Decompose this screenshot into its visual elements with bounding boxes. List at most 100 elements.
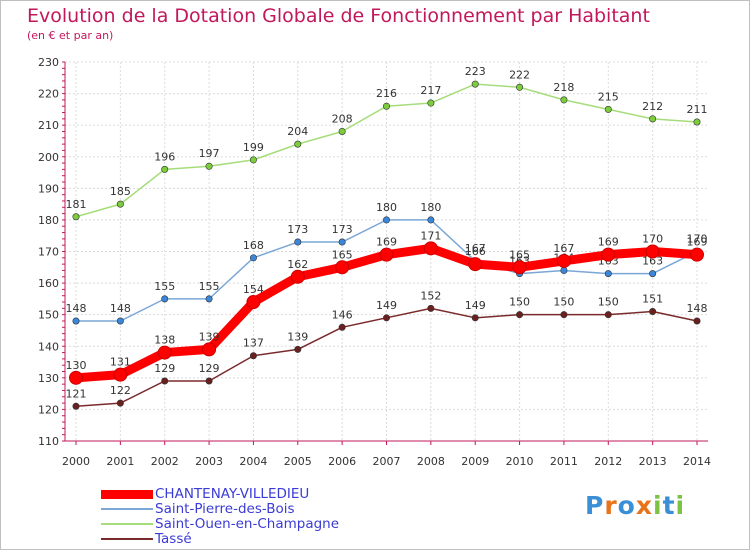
- data-point: [556, 253, 571, 268]
- series-2: 181 185 196 197 199 204 208 216 217 223 222 218 215 2…: [66, 65, 708, 221]
- data-point: [382, 314, 390, 322]
- data-label: 217: [420, 84, 441, 97]
- data-label: 216: [376, 87, 397, 100]
- data-label: 152: [420, 289, 441, 302]
- data-point: [157, 345, 172, 360]
- y-tick-label: 230: [38, 56, 59, 69]
- legend-label: Saint-Pierre-des-Bois: [155, 501, 295, 517]
- data-label: 173: [332, 223, 353, 236]
- data-label: 165: [332, 248, 353, 261]
- data-label: 166: [465, 245, 486, 258]
- x-tick-label: 2013: [639, 455, 667, 468]
- y-tick-label: 180: [38, 214, 59, 227]
- data-label: 215: [598, 90, 619, 103]
- data-point: [161, 377, 169, 385]
- data-point: [72, 317, 80, 325]
- y-tick-label: 110: [38, 435, 59, 448]
- data-point: [338, 238, 346, 246]
- data-label: 185: [110, 185, 131, 198]
- data-label: 130: [66, 359, 87, 372]
- data-label: 131: [110, 356, 131, 369]
- data-point: [205, 162, 213, 170]
- data-point: [290, 269, 305, 284]
- y-tick-label: 140: [38, 340, 59, 353]
- legend-swatch: [101, 508, 153, 510]
- legend-swatch: [101, 489, 153, 499]
- data-point: [471, 80, 479, 88]
- x-tick-label: 2001: [106, 455, 134, 468]
- data-point: [427, 216, 435, 224]
- data-point: [604, 105, 612, 113]
- legend-item: Saint-Pierre-des-Bois: [101, 502, 401, 517]
- data-point: [338, 323, 346, 331]
- data-label: 204: [287, 125, 308, 138]
- data-point: [516, 311, 524, 319]
- data-label: 196: [154, 150, 175, 163]
- data-point: [560, 266, 568, 274]
- data-label: 173: [287, 223, 308, 236]
- data-label: 139: [199, 330, 220, 343]
- data-label: 165: [509, 248, 530, 261]
- logo-letter: t: [662, 491, 676, 520]
- x-tick-label: 2014: [683, 455, 711, 468]
- data-label: 129: [154, 362, 175, 375]
- chart-subtitle: (en € et par an): [27, 29, 114, 42]
- data-label: 169: [376, 236, 397, 249]
- data-label: 137: [243, 337, 264, 350]
- data-label: 169: [687, 236, 708, 249]
- data-label: 122: [110, 384, 131, 397]
- chart-series: 1481481551551681731731801801671631641631…: [66, 65, 708, 410]
- data-label: 155: [154, 280, 175, 293]
- data-point: [72, 213, 80, 221]
- y-tick-label: 150: [38, 309, 59, 322]
- data-point: [601, 247, 616, 262]
- data-point: [382, 102, 390, 110]
- data-point: [205, 377, 213, 385]
- data-point: [246, 295, 261, 310]
- data-point: [427, 304, 435, 312]
- data-point: [69, 370, 83, 385]
- y-tick-label: 220: [38, 88, 59, 101]
- data-point: [202, 342, 217, 357]
- data-label: 148: [687, 302, 708, 315]
- x-tick-label: 2004: [239, 455, 267, 468]
- data-label: 138: [154, 334, 175, 347]
- x-tick-label: 2005: [284, 455, 312, 468]
- data-point: [72, 402, 80, 410]
- legend-swatch: [101, 538, 153, 540]
- data-label: 197: [199, 147, 220, 160]
- data-label: 163: [642, 255, 663, 268]
- x-tick-label: 2009: [461, 455, 489, 468]
- data-point: [338, 127, 346, 135]
- data-point: [161, 295, 169, 303]
- y-tick-label: 200: [38, 151, 59, 164]
- data-label: 169: [598, 236, 619, 249]
- data-label: 223: [465, 65, 486, 78]
- data-label: 199: [243, 141, 264, 154]
- data-point: [512, 260, 527, 275]
- data-point: [471, 314, 479, 322]
- legend-label: Saint-Ouen-en-Champagne: [155, 516, 340, 532]
- x-tick-label: 2007: [373, 455, 401, 468]
- data-point: [249, 156, 257, 164]
- logo-letter: r: [604, 491, 618, 520]
- data-label: 148: [66, 302, 87, 315]
- x-tick-label: 2003: [195, 455, 223, 468]
- data-point: [249, 254, 257, 262]
- data-label: 129: [199, 362, 220, 375]
- x-tick-label: 2002: [151, 455, 179, 468]
- y-tick-label: 190: [38, 182, 59, 195]
- y-tick-label: 120: [38, 403, 59, 416]
- y-tick-label: 160: [38, 277, 59, 290]
- data-label: 150: [553, 296, 574, 309]
- legend-label: CHANTENAY-VILLEDIEU: [155, 486, 310, 502]
- x-tick-label: 2006: [328, 455, 356, 468]
- logo-letter: i: [675, 491, 686, 520]
- data-point: [205, 295, 213, 303]
- chart-axes: 110 120 130 140 150 160 170 180 190 200 210 220 230 2…: [38, 56, 711, 468]
- data-point: [468, 257, 483, 272]
- data-point: [294, 140, 302, 148]
- x-tick-label: 2008: [417, 455, 445, 468]
